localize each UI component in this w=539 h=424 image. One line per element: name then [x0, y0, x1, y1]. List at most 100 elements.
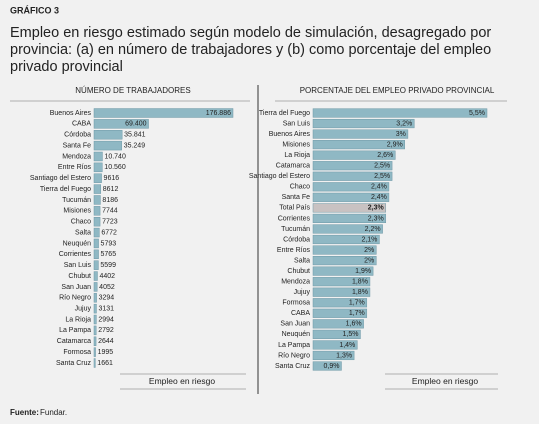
category-label: Tucumán: [62, 197, 91, 204]
bar: [93, 314, 97, 325]
value-label: 3%: [396, 131, 406, 138]
value-label: 7723: [102, 219, 118, 226]
value-label: 5,5%: [469, 110, 485, 117]
value-label: 2,1%: [361, 236, 377, 243]
value-label: 35.249: [124, 142, 146, 149]
value-label: 2%: [364, 247, 374, 254]
bar: [93, 227, 100, 238]
bar: [93, 184, 102, 194]
category-label: Córdoba: [283, 236, 310, 243]
category-label: Chubut: [287, 268, 310, 275]
bar: [93, 216, 101, 227]
category-label: Catamarca: [276, 163, 310, 170]
value-label: 2,4%: [371, 184, 387, 191]
bar: [312, 224, 383, 234]
value-label: 3,2%: [396, 120, 412, 127]
panel-title: PORCENTAJE DEL EMPLEO PRIVADO PROVINCIAL: [300, 86, 495, 95]
bar: [312, 308, 368, 318]
category-label: Salta: [294, 257, 310, 264]
value-label: 2,3%: [368, 205, 385, 212]
bar: [312, 108, 488, 118]
value-label: 2,6%: [377, 152, 393, 159]
bar: [312, 256, 377, 266]
category-label: Total País: [279, 205, 310, 212]
value-label: 1,3%: [336, 352, 352, 359]
bar: [312, 203, 387, 213]
bar: [93, 271, 98, 281]
bar: [93, 173, 102, 183]
category-label: Tierra del Fuego: [40, 186, 91, 193]
bar: [93, 140, 122, 151]
value-label: 0,9%: [324, 363, 340, 370]
category-label: La Pampa: [278, 342, 310, 349]
value-label: 2792: [98, 327, 114, 334]
bar: [312, 129, 409, 139]
category-label: Santiago del Estero: [30, 175, 91, 182]
bar: [93, 151, 103, 162]
category-label: Entre Ríos: [58, 164, 92, 171]
bar: [312, 329, 361, 339]
value-label: 5793: [101, 240, 117, 247]
category-label: Jujuy: [294, 289, 311, 296]
value-label: 9616: [104, 175, 120, 182]
category-label: Corrientes: [278, 215, 311, 222]
bar: [93, 206, 101, 216]
value-label: 1,8%: [352, 279, 368, 286]
category-label: Santa Cruz: [275, 363, 311, 370]
category-label: Formosa: [282, 300, 310, 307]
value-label: 1,7%: [349, 300, 365, 307]
category-label: Mendoza: [281, 279, 310, 286]
category-label: Mendoza: [62, 153, 91, 160]
value-label: 1661: [97, 360, 113, 367]
category-label: Entre Ríos: [277, 247, 311, 254]
source: Fundar.: [40, 408, 67, 417]
category-label: Chubut: [68, 273, 91, 280]
bar: [312, 150, 396, 160]
bar: [312, 140, 405, 150]
bar: [312, 319, 364, 329]
value-label: 1,9%: [355, 268, 371, 275]
value-label: 2,5%: [374, 163, 390, 170]
chart-title: Empleo en riesgo estimado según modelo d…: [10, 25, 491, 75]
bar: [93, 336, 97, 346]
category-label: Tucumán: [281, 226, 310, 233]
value-label: 2,2%: [365, 226, 381, 233]
category-label: Río Negro: [278, 352, 310, 359]
value-label: 69.400: [125, 121, 147, 128]
category-label: Formosa: [63, 349, 91, 356]
category-label: Buenos Aires: [269, 131, 311, 138]
bar: [312, 192, 390, 202]
value-label: 7744: [102, 208, 118, 215]
category-label: Tierra del Fuego: [259, 110, 310, 117]
value-label: 1995: [98, 349, 114, 356]
value-label: 2,5%: [374, 173, 390, 180]
bar: [93, 325, 97, 336]
category-label: Catamarca: [57, 338, 91, 345]
category-label: Misiones: [282, 141, 310, 148]
category-label: Córdoba: [64, 132, 91, 139]
bar: [312, 287, 371, 297]
bar: [312, 245, 377, 255]
category-label: La Pampa: [59, 327, 91, 334]
bar: [93, 358, 96, 368]
category-label: Chaco: [290, 184, 310, 191]
bar: [312, 277, 371, 287]
value-label: 6772: [101, 229, 117, 236]
x-axis-label: Empleo en riesgo: [149, 376, 215, 386]
value-label: 1,6%: [346, 321, 362, 328]
category-label: CABA: [72, 121, 91, 128]
category-label: CABA: [291, 310, 310, 317]
category-label: Corrientes: [59, 251, 92, 258]
bar: [312, 340, 358, 350]
category-label: Misiones: [63, 208, 91, 215]
value-label: 5599: [100, 262, 116, 269]
value-label: 2,9%: [387, 141, 403, 148]
value-label: 2644: [98, 338, 114, 345]
value-label: 1,7%: [349, 310, 365, 317]
panel-title: NÚMERO DE TRABAJADORES: [75, 86, 190, 95]
bar: [312, 182, 390, 192]
value-label: 4052: [99, 284, 115, 291]
bar: [93, 130, 123, 140]
